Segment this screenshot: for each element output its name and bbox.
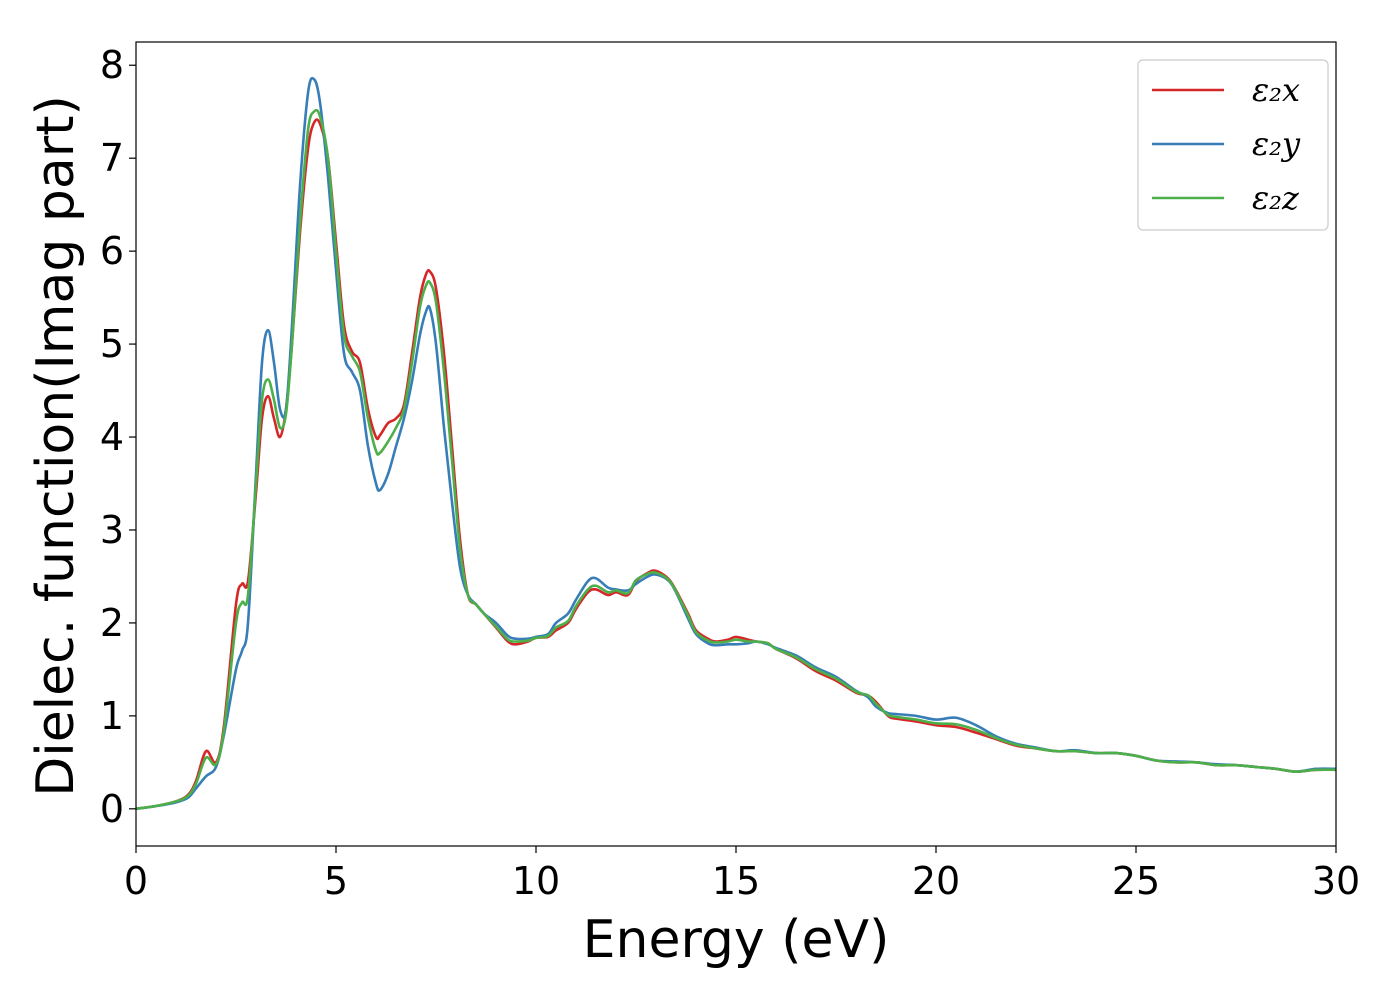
y-tick-label: 5 (100, 322, 124, 366)
legend: ε₂x ε₂y ε₂z (1137, 59, 1329, 231)
y-tick-label: 6 (100, 229, 124, 273)
x-tick-label: 10 (512, 859, 560, 903)
x-tick-label: 0 (124, 859, 148, 903)
legend-label: ε₂y (1252, 125, 1301, 163)
y-axis: 0 1 2 3 4 5 6 7 8 (100, 43, 136, 831)
legend-box (1137, 59, 1329, 231)
y-tick-label: 8 (100, 43, 124, 87)
x-tick-label: 5 (324, 859, 348, 903)
y-axis-title: Dielec. function(Imag part) (26, 95, 86, 797)
x-tick-label: 25 (1112, 859, 1160, 903)
x-tick-label: 15 (712, 859, 760, 903)
y-tick-label: 7 (100, 136, 124, 180)
legend-label: ε₂x (1252, 71, 1300, 109)
plot-frame (135, 41, 1337, 847)
y-tick-label: 4 (100, 415, 124, 459)
y-tick-label: 2 (100, 601, 124, 645)
series-line-3 (136, 108, 1336, 811)
x-tick-label: 20 (912, 859, 960, 903)
legend-label: ε₂z (1252, 179, 1300, 217)
plot-area (136, 76, 1336, 811)
x-axis: 0 5 10 15 20 25 30 (124, 846, 1360, 903)
x-tick-label: 30 (1312, 859, 1360, 903)
x-axis-title: Energy (eV) (583, 910, 890, 970)
y-tick-label: 0 (100, 787, 124, 831)
y-tick-label: 3 (100, 508, 124, 552)
y-tick-label: 1 (100, 694, 124, 738)
